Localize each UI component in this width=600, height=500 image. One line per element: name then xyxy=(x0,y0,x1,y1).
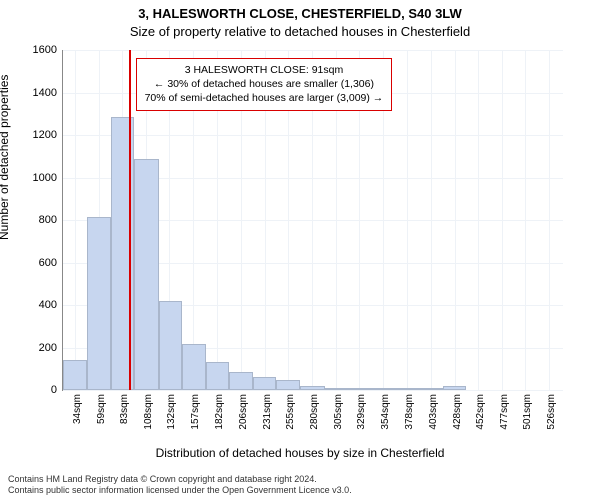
x-tick-label: 83sqm xyxy=(119,394,130,424)
y-tick-label: 0 xyxy=(51,384,63,396)
x-tick-label: 157sqm xyxy=(190,394,201,430)
histogram-bar xyxy=(229,372,253,390)
x-gridline xyxy=(549,50,550,390)
x-gridline xyxy=(478,50,479,390)
x-tick-label: 255sqm xyxy=(285,394,296,430)
chart-title-main: 3, HALESWORTH CLOSE, CHESTERFIELD, S40 3… xyxy=(0,6,600,21)
x-tick-label: 428sqm xyxy=(452,394,463,430)
x-tick-label: 108sqm xyxy=(143,394,154,430)
x-tick-label: 378sqm xyxy=(404,394,415,430)
footer-line-1: Contains HM Land Registry data © Crown c… xyxy=(8,474,592,485)
y-tick-label: 1400 xyxy=(33,87,63,99)
histogram-bar xyxy=(325,388,348,390)
annotation-line: 3 HALESWORTH CLOSE: 91sqm xyxy=(145,63,384,77)
y-tick-label: 1000 xyxy=(33,172,63,184)
chart-title-sub: Size of property relative to detached ho… xyxy=(0,24,600,39)
x-gridline xyxy=(407,50,408,390)
x-tick-label: 501sqm xyxy=(522,394,533,430)
histogram-bar xyxy=(111,117,134,390)
x-gridline xyxy=(502,50,503,390)
annotation-line: ← 30% of detached houses are smaller (1,… xyxy=(145,77,384,91)
x-tick-label: 34sqm xyxy=(72,394,83,424)
histogram-bar xyxy=(159,301,182,390)
histogram-bar xyxy=(395,388,419,390)
histogram-bar xyxy=(63,360,87,390)
histogram-bar xyxy=(253,377,276,390)
x-tick-label: 280sqm xyxy=(309,394,320,430)
x-tick-label: 59sqm xyxy=(96,394,107,424)
histogram-bar xyxy=(300,386,324,390)
histogram-bar xyxy=(348,388,372,390)
x-tick-label: 452sqm xyxy=(475,394,486,430)
footer-line-2: Contains public sector information licen… xyxy=(8,485,592,496)
histogram-bar xyxy=(419,388,443,390)
chart-footer: Contains HM Land Registry data © Crown c… xyxy=(8,474,592,497)
x-gridline xyxy=(455,50,456,390)
histogram-bar xyxy=(134,159,158,390)
annotation-line: 70% of semi-detached houses are larger (… xyxy=(145,91,384,105)
x-tick-label: 132sqm xyxy=(166,394,177,430)
histogram-plot: 0200400600800100012001400160034sqm59sqm8… xyxy=(62,50,563,391)
x-tick-label: 305sqm xyxy=(333,394,344,430)
histogram-bar xyxy=(372,388,395,390)
y-tick-label: 800 xyxy=(39,214,63,226)
x-tick-label: 329sqm xyxy=(356,394,367,430)
x-tick-label: 206sqm xyxy=(238,394,249,430)
x-tick-label: 182sqm xyxy=(214,394,225,430)
x-gridline xyxy=(431,50,432,390)
y-tick-label: 600 xyxy=(39,257,63,269)
histogram-bar xyxy=(206,362,229,390)
y-tick-label: 1600 xyxy=(33,44,63,56)
y-gridline xyxy=(63,135,563,136)
x-axis-label: Distribution of detached houses by size … xyxy=(0,446,600,460)
x-gridline xyxy=(75,50,76,390)
y-tick-label: 400 xyxy=(39,299,63,311)
y-tick-label: 200 xyxy=(39,342,63,354)
x-tick-label: 403sqm xyxy=(428,394,439,430)
y-gridline xyxy=(63,390,563,391)
histogram-bar xyxy=(443,386,466,390)
annotation-box: 3 HALESWORTH CLOSE: 91sqm← 30% of detach… xyxy=(136,58,393,111)
y-gridline xyxy=(63,50,563,51)
x-tick-label: 477sqm xyxy=(499,394,510,430)
y-tick-label: 1200 xyxy=(33,129,63,141)
reference-line xyxy=(129,50,131,390)
x-tick-label: 526sqm xyxy=(546,394,557,430)
histogram-bar xyxy=(276,380,300,390)
x-tick-label: 231sqm xyxy=(262,394,273,430)
histogram-bar xyxy=(182,344,206,390)
y-axis-label: Number of detached properties xyxy=(0,75,11,240)
histogram-bar xyxy=(87,217,111,390)
x-tick-label: 354sqm xyxy=(380,394,391,430)
x-gridline xyxy=(525,50,526,390)
